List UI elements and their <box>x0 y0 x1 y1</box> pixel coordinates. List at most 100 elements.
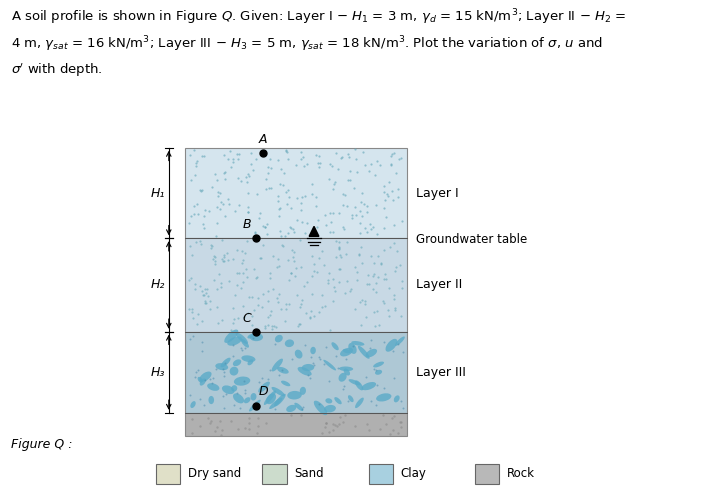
Point <box>341 355 352 363</box>
Point <box>191 320 203 328</box>
Point <box>371 230 383 238</box>
Point <box>386 187 398 195</box>
Point <box>186 429 198 437</box>
Point <box>331 422 343 430</box>
Point <box>304 374 316 382</box>
Point <box>363 167 375 175</box>
Point <box>265 269 276 277</box>
Point <box>390 267 401 275</box>
Point <box>185 274 196 282</box>
Point <box>328 209 339 217</box>
Ellipse shape <box>343 349 351 353</box>
Ellipse shape <box>358 346 370 359</box>
Point <box>241 273 253 281</box>
Ellipse shape <box>222 386 234 394</box>
Point <box>211 176 223 184</box>
Point <box>313 353 324 361</box>
Point <box>196 240 207 248</box>
Text: Dry sand: Dry sand <box>188 467 241 481</box>
Point <box>288 225 299 233</box>
Point <box>204 297 216 305</box>
Point <box>383 178 395 186</box>
Point <box>212 192 223 199</box>
Point <box>308 267 320 275</box>
Point <box>321 343 332 350</box>
Point <box>268 252 279 260</box>
Point <box>264 274 276 282</box>
Point <box>190 171 201 179</box>
Point <box>316 247 328 255</box>
Point <box>204 375 216 383</box>
Bar <box>186 238 407 332</box>
Ellipse shape <box>361 382 376 390</box>
Point <box>205 417 216 425</box>
Point <box>282 200 293 208</box>
Point <box>231 149 243 157</box>
Ellipse shape <box>208 396 214 404</box>
Point <box>295 154 306 162</box>
Point <box>195 282 206 290</box>
Point <box>238 278 249 286</box>
Ellipse shape <box>326 398 332 403</box>
Point <box>297 403 308 411</box>
Point <box>243 203 254 211</box>
Point <box>235 284 246 292</box>
Point <box>393 193 404 200</box>
Point <box>375 259 386 267</box>
Point <box>248 306 260 314</box>
Point <box>206 379 218 387</box>
Point <box>304 312 316 320</box>
Point <box>296 148 307 156</box>
Ellipse shape <box>302 364 314 371</box>
Ellipse shape <box>386 339 398 352</box>
Point <box>296 198 307 206</box>
Point <box>333 209 344 217</box>
Point <box>388 196 399 204</box>
Point <box>198 401 209 409</box>
Point <box>231 269 243 277</box>
Point <box>260 175 271 183</box>
Point <box>286 269 297 277</box>
Point <box>316 291 328 298</box>
Point <box>384 430 396 438</box>
Point <box>262 313 273 321</box>
Ellipse shape <box>241 355 256 362</box>
Point <box>288 257 299 265</box>
Point <box>224 147 236 155</box>
Point <box>253 379 264 387</box>
Ellipse shape <box>300 387 306 395</box>
Point <box>334 265 346 273</box>
Point <box>243 208 254 216</box>
Point <box>272 192 283 199</box>
Point <box>265 366 276 374</box>
Point <box>242 208 253 216</box>
Point <box>276 366 288 374</box>
Ellipse shape <box>339 366 353 371</box>
Point <box>243 172 255 180</box>
Point <box>356 296 368 304</box>
Ellipse shape <box>198 377 203 383</box>
Point <box>218 200 229 208</box>
Point <box>355 243 366 250</box>
Point <box>291 161 302 169</box>
Point <box>197 186 208 194</box>
Point <box>384 244 396 251</box>
Point <box>275 165 286 173</box>
Point <box>246 312 257 320</box>
Point <box>388 240 399 248</box>
Point <box>232 246 243 254</box>
Point <box>301 160 313 168</box>
Point <box>318 360 330 368</box>
Point <box>257 242 268 249</box>
Text: Layer I: Layer I <box>416 187 458 199</box>
Point <box>237 269 248 277</box>
Ellipse shape <box>298 367 311 376</box>
Point <box>253 422 264 430</box>
Point <box>272 255 283 263</box>
Point <box>253 294 264 301</box>
Point <box>211 219 223 227</box>
Ellipse shape <box>250 333 263 341</box>
Point <box>245 149 256 157</box>
Point <box>286 354 298 362</box>
Point <box>241 178 253 186</box>
